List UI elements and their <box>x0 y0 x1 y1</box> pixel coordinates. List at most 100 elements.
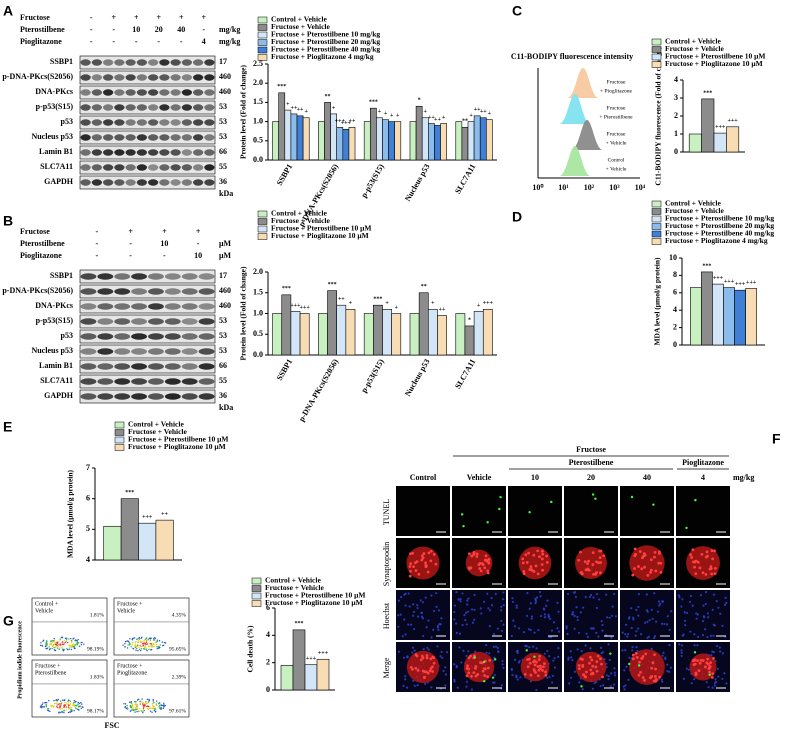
kda-value: 66 <box>219 147 227 156</box>
nucleus <box>527 628 531 631</box>
flow-event <box>69 711 71 713</box>
protein-label: DNA-PKcs <box>35 301 73 310</box>
flow-event <box>137 639 140 642</box>
column-header: 20 <box>587 473 595 482</box>
nucleus <box>492 645 495 648</box>
micrograph <box>676 590 730 640</box>
flow-event <box>137 641 139 643</box>
nucleus <box>573 670 576 673</box>
nucleus <box>487 607 490 610</box>
blot-band <box>181 134 192 141</box>
blot-band <box>80 303 97 310</box>
bar <box>415 105 423 161</box>
flow-event <box>135 701 137 703</box>
stain <box>411 667 414 671</box>
flow-event <box>147 705 149 707</box>
flow-event <box>138 710 140 713</box>
nucleus <box>677 594 680 597</box>
blot-band <box>103 89 114 96</box>
flow-plot-label: Fructose + <box>117 601 143 607</box>
flow-event <box>163 704 165 706</box>
bar <box>421 117 429 161</box>
nucleus <box>670 610 673 613</box>
stain <box>486 571 490 575</box>
nucleus <box>466 610 470 613</box>
flow-event <box>143 709 146 712</box>
flow-event <box>60 711 62 714</box>
stain <box>634 651 638 655</box>
flow-event <box>152 642 154 645</box>
flow-event <box>68 648 70 650</box>
nucleus <box>518 660 521 663</box>
significance-label: +++ <box>290 303 301 309</box>
nucleus <box>712 593 716 596</box>
legend-swatch <box>114 444 125 451</box>
nucleus <box>569 656 573 659</box>
stain <box>544 673 548 677</box>
flow-event <box>51 645 54 647</box>
flow-event <box>162 704 164 707</box>
nucleus <box>422 634 425 638</box>
blot-band <box>136 89 147 96</box>
legend-label: Fructose + Pterostilbene 10 μM <box>128 435 228 444</box>
nucleus <box>524 644 527 647</box>
flow-event <box>144 701 147 703</box>
stain <box>578 667 581 671</box>
significance-label: + <box>424 109 428 115</box>
bar <box>345 309 356 356</box>
nucleus <box>610 636 613 639</box>
flow-event <box>50 644 52 646</box>
legend-label: Fructose + Vehicle <box>665 44 725 53</box>
blot-band <box>181 303 198 310</box>
nucleus <box>465 623 468 626</box>
flow-event <box>70 639 73 642</box>
stain <box>633 567 636 570</box>
flow-event <box>136 699 139 701</box>
flow-event <box>54 643 56 645</box>
flow-event <box>136 706 138 708</box>
lane-label: - <box>129 239 132 248</box>
stain <box>536 549 540 553</box>
bar <box>363 121 371 161</box>
nucleus <box>530 615 534 618</box>
stain <box>655 678 658 682</box>
nucleus <box>650 608 653 611</box>
nucleus <box>420 615 424 618</box>
legend-label: Fructose + Pioglitazone 4 mg/kg <box>271 52 374 61</box>
flow-event <box>150 648 153 651</box>
bar <box>745 288 758 346</box>
micrograph <box>508 486 562 536</box>
flow-event <box>58 648 60 650</box>
flow-event <box>40 706 43 709</box>
bar <box>486 119 493 161</box>
bar <box>734 289 746 346</box>
flow-event <box>61 699 64 701</box>
row-label: Hoechst <box>382 602 391 629</box>
stain <box>711 557 715 561</box>
blot-band <box>148 333 164 340</box>
flow-event <box>148 707 151 709</box>
stain <box>474 674 478 678</box>
stain <box>588 655 592 659</box>
nucleus <box>406 655 409 658</box>
legend-swatch <box>114 421 125 429</box>
flow-event <box>45 643 47 645</box>
nucleus <box>411 651 414 654</box>
flow-event <box>134 642 137 644</box>
blot-band <box>170 149 181 156</box>
legend-label: Fructose + Pioglitazone 10 μM <box>271 231 369 240</box>
tunel-positive <box>482 660 486 664</box>
flow-event <box>136 711 138 713</box>
stain <box>467 656 471 660</box>
blot-band <box>164 363 181 370</box>
significance-label: * <box>418 98 421 104</box>
nucleus <box>548 655 551 658</box>
protein-label: p-p53(S15) <box>36 316 74 325</box>
blot-band <box>193 179 204 186</box>
flow-event <box>141 703 144 705</box>
bar <box>299 313 310 356</box>
flow-event <box>69 707 71 709</box>
stain <box>638 660 641 664</box>
flow-event <box>59 706 61 709</box>
flow-event <box>156 639 159 641</box>
